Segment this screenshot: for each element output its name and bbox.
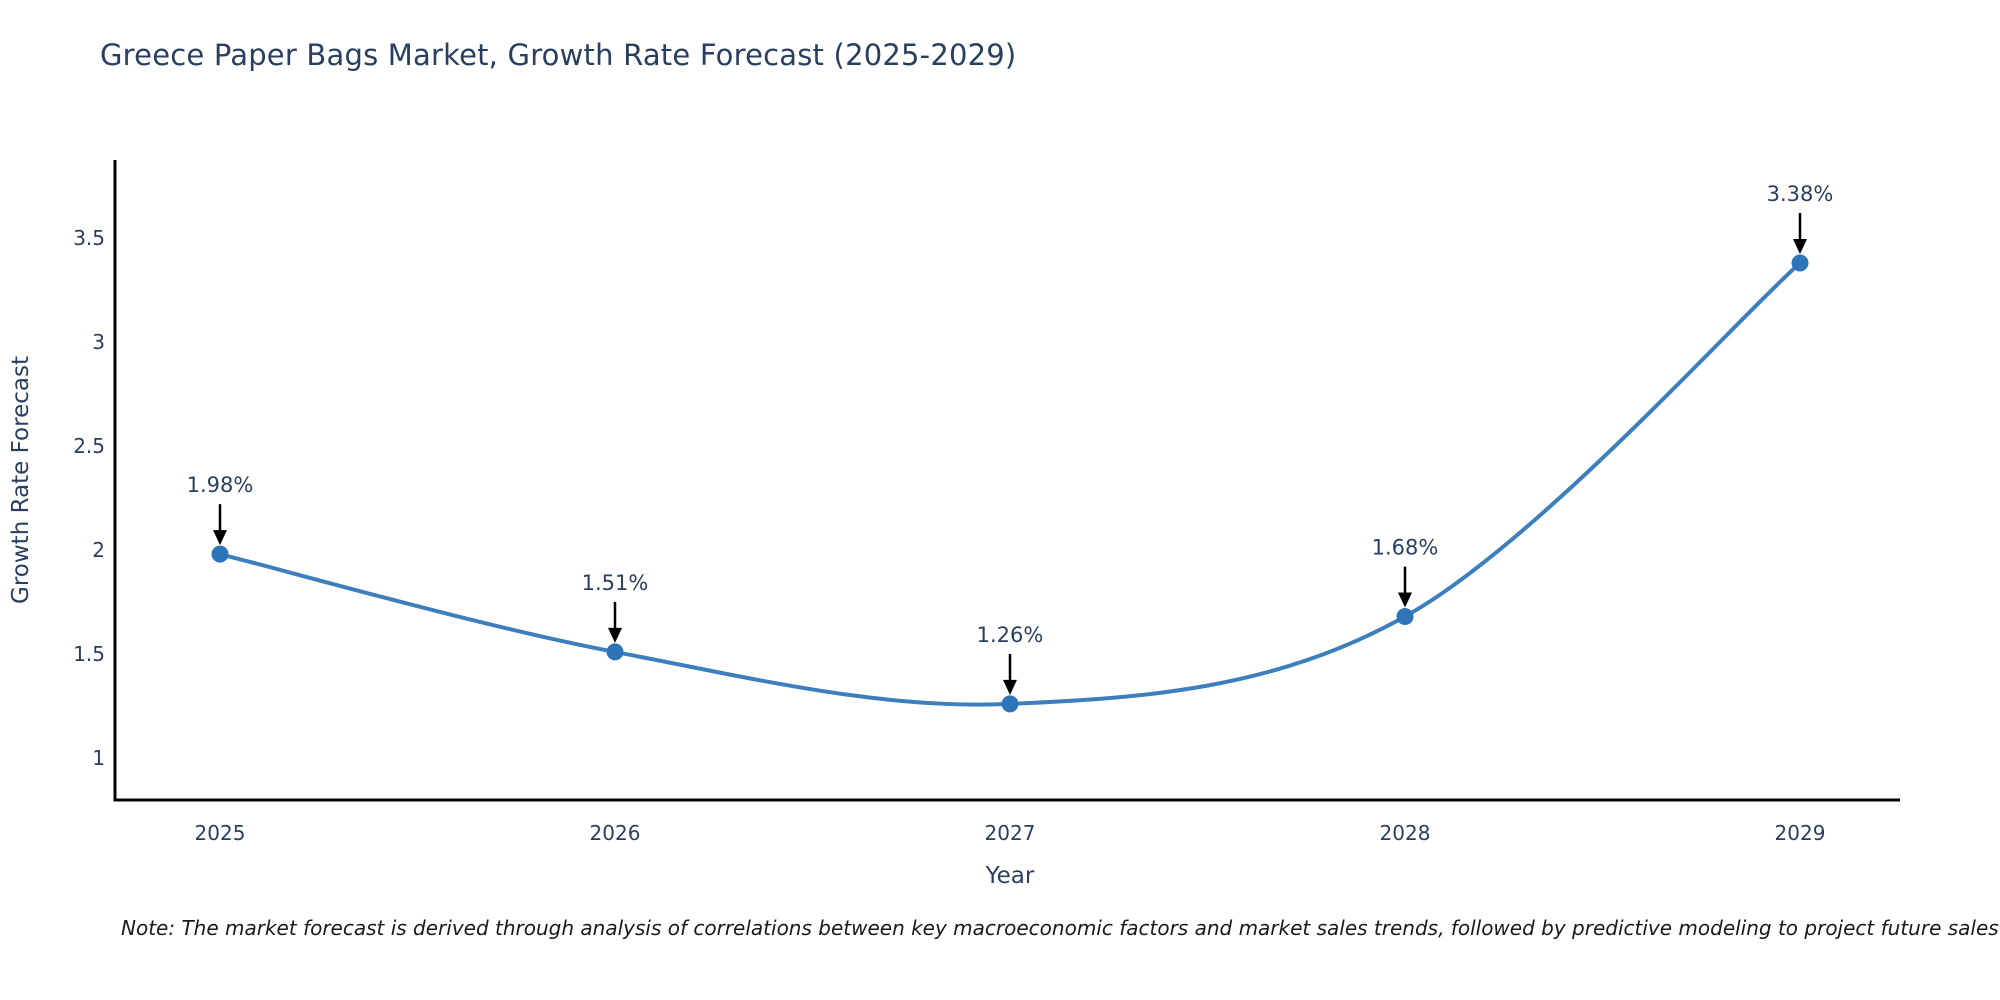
annotation-label: 1.68%: [1372, 536, 1439, 560]
y-tick-label: 1.5: [73, 642, 105, 666]
data-point-marker: [1396, 608, 1414, 626]
data-point-marker: [1001, 695, 1019, 713]
y-tick-label: 1: [92, 746, 105, 770]
data-point-marker: [606, 643, 624, 661]
x-tick-label: 2027: [985, 821, 1036, 845]
annotation-label: 1.98%: [187, 473, 254, 497]
data-point-marker: [1791, 254, 1809, 272]
y-tick-label: 2: [92, 538, 105, 562]
y-tick-label: 3: [92, 330, 105, 354]
x-axis-title: Year: [985, 863, 1035, 889]
y-tick-label: 2.5: [73, 434, 105, 458]
annotation-arrowhead: [1003, 679, 1017, 695]
x-tick-label: 2029: [1775, 821, 1826, 845]
annotation-label: 3.38%: [1767, 182, 1834, 206]
data-point-marker: [211, 545, 229, 563]
x-tick-label: 2028: [1380, 821, 1431, 845]
x-tick-label: 2026: [590, 821, 641, 845]
y-axis-title: Growth Rate Forecast: [8, 356, 34, 604]
annotation-arrowhead: [213, 530, 227, 546]
annotation-label: 1.26%: [977, 623, 1044, 647]
series-line: [218, 260, 1802, 707]
annotation-label: 1.51%: [582, 571, 649, 595]
annotation-arrowhead: [1793, 238, 1807, 254]
x-tick-label: 2025: [195, 821, 246, 845]
annotation-arrowhead: [608, 627, 622, 643]
y-tick-label: 3.5: [73, 226, 105, 250]
chart-title: Greece Paper Bags Market, Growth Rate Fo…: [100, 38, 1017, 72]
annotation-arrowhead: [1398, 592, 1412, 608]
footnote: Note: The market forecast is derived thr…: [121, 916, 1999, 940]
